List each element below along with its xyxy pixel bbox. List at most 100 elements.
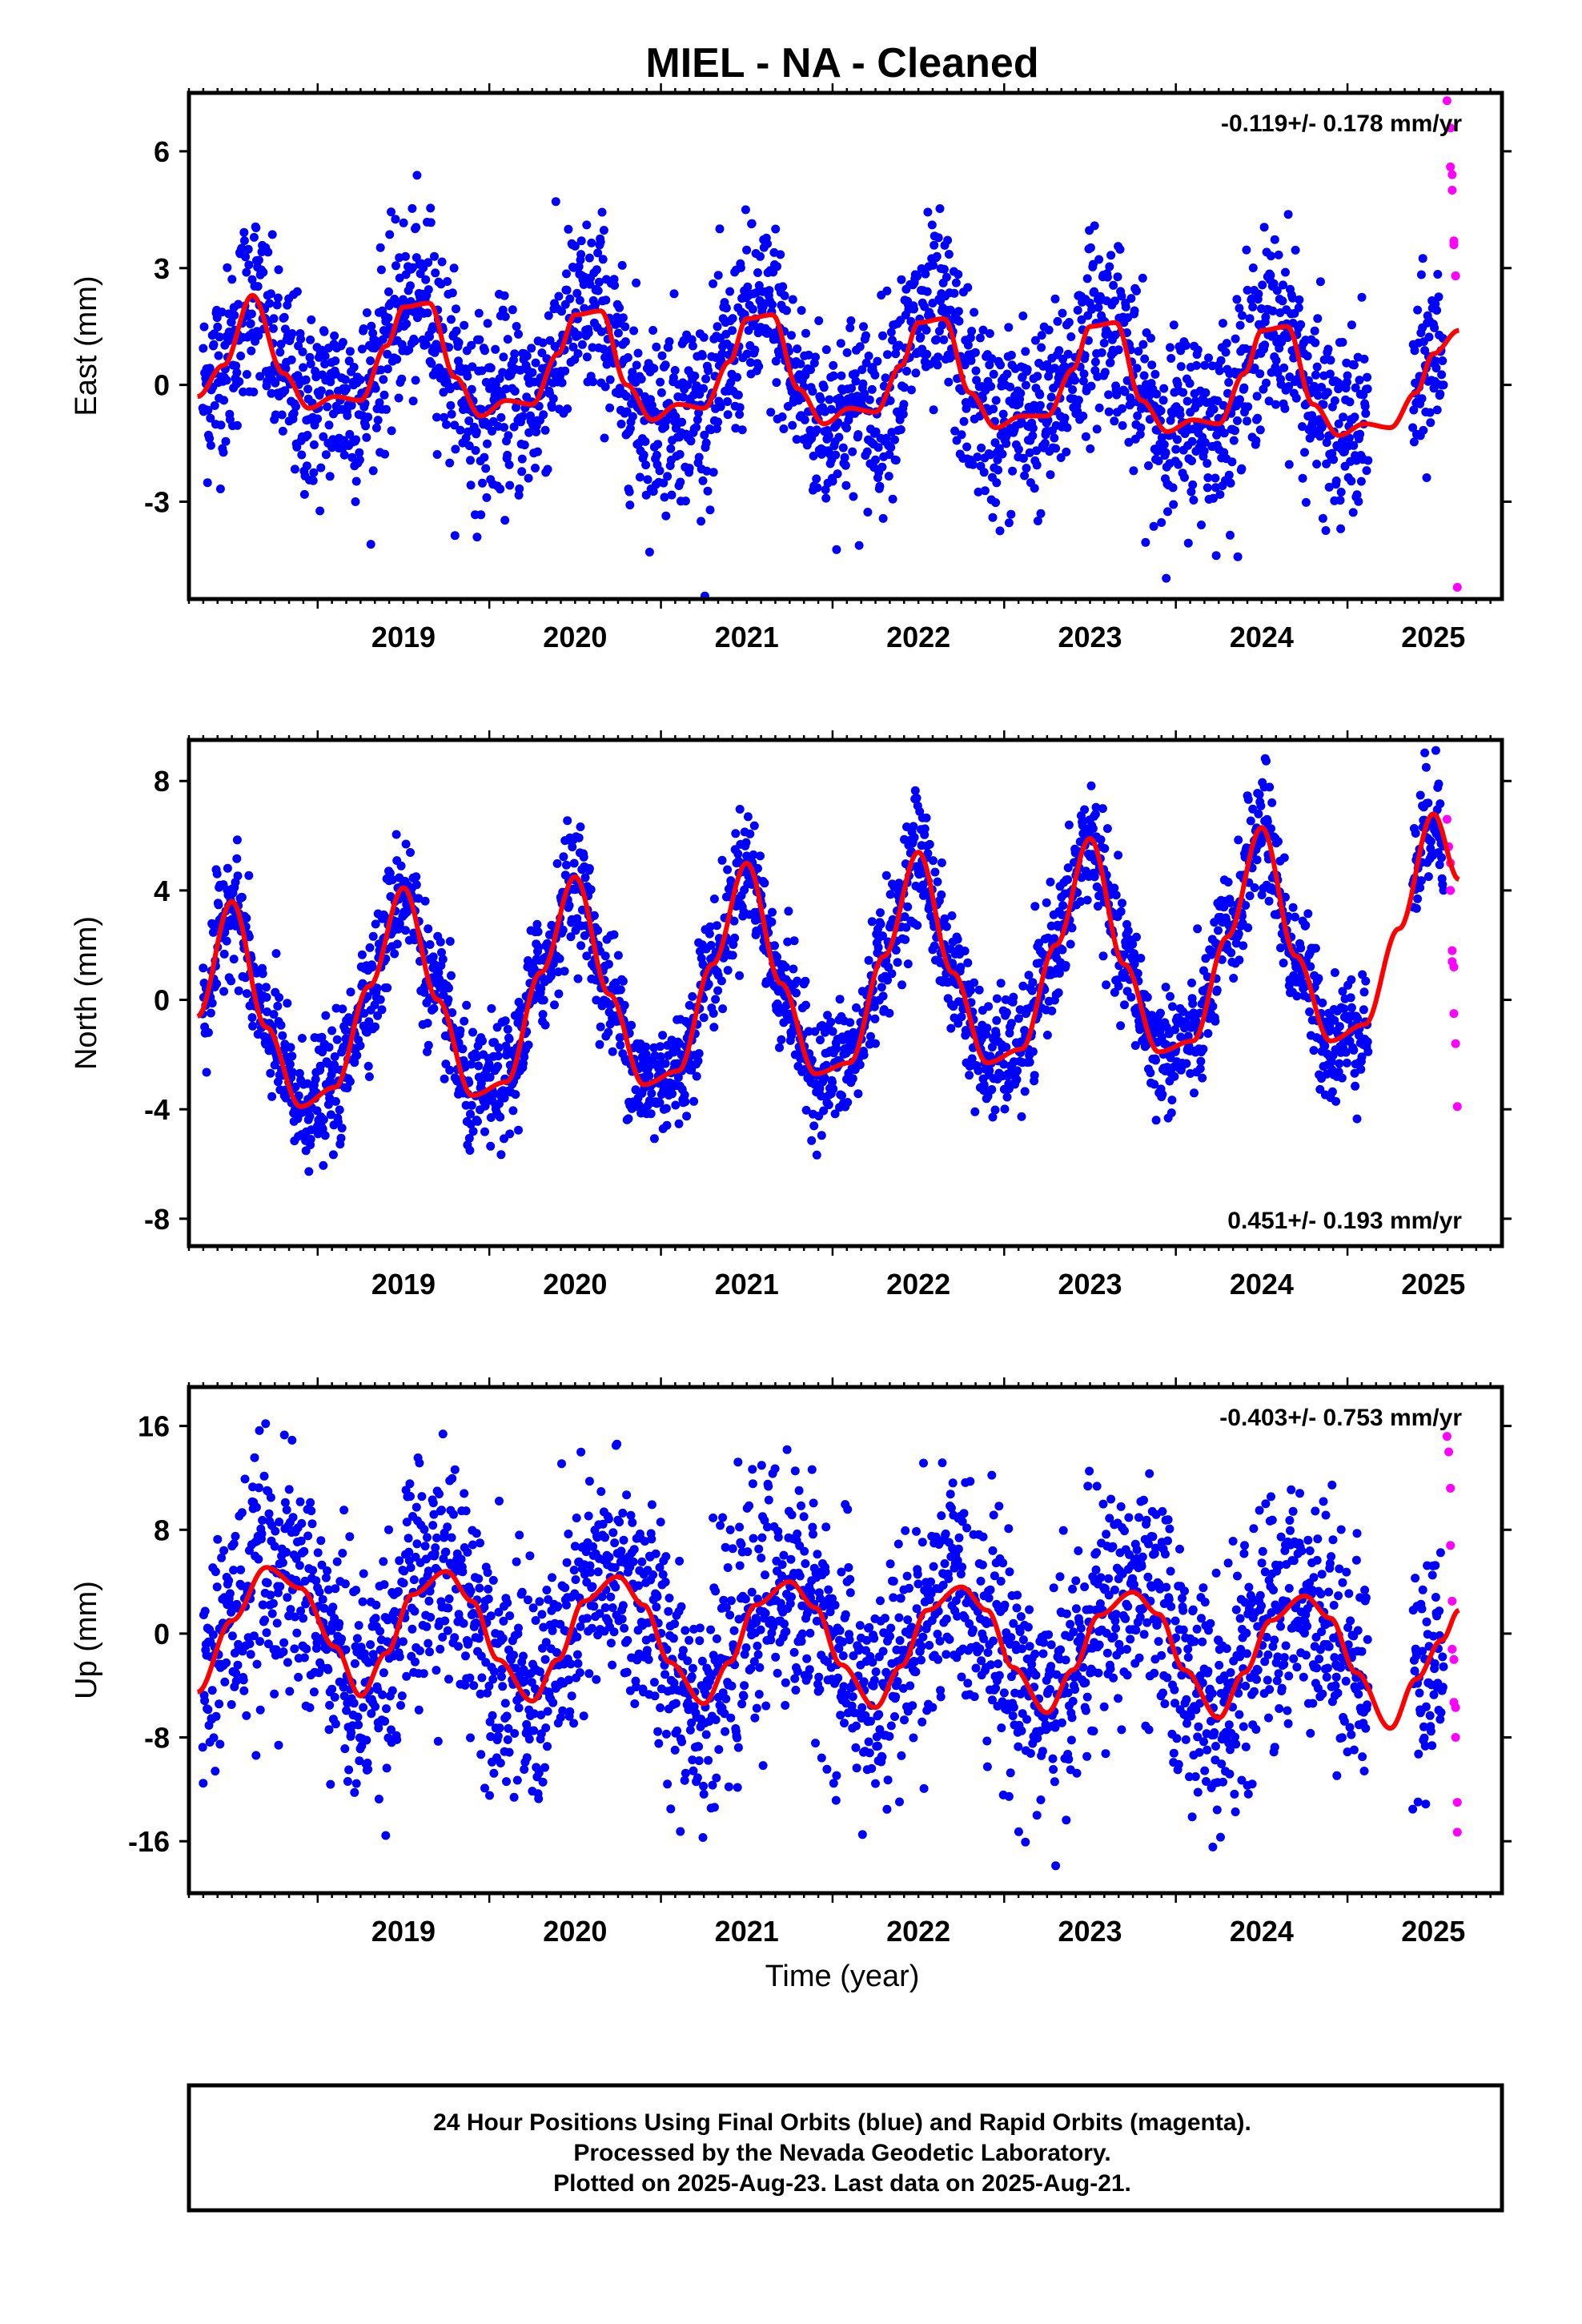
final-point bbox=[1321, 526, 1331, 535]
final-point bbox=[266, 1068, 275, 1078]
final-point bbox=[648, 326, 658, 335]
final-point bbox=[819, 383, 829, 392]
final-point bbox=[456, 1026, 465, 1035]
final-point bbox=[436, 937, 445, 947]
final-point bbox=[1431, 356, 1440, 366]
final-point bbox=[315, 506, 325, 516]
final-point bbox=[468, 1127, 478, 1136]
final-point bbox=[339, 450, 349, 460]
final-point bbox=[319, 327, 329, 336]
rapid-point bbox=[1447, 186, 1457, 195]
final-point bbox=[371, 1022, 380, 1031]
final-point bbox=[206, 440, 215, 450]
final-point bbox=[723, 865, 733, 875]
final-point bbox=[641, 1042, 651, 1051]
final-point bbox=[966, 986, 975, 995]
final-point bbox=[1231, 426, 1239, 436]
final-point bbox=[593, 248, 603, 258]
final-point bbox=[1094, 403, 1104, 412]
final-point bbox=[1336, 524, 1346, 533]
final-point bbox=[1187, 978, 1196, 987]
final-point bbox=[1009, 992, 1018, 1002]
final-point bbox=[1343, 371, 1352, 380]
final-point bbox=[641, 460, 651, 470]
final-point bbox=[1331, 476, 1341, 485]
final-point bbox=[995, 526, 1005, 536]
final-point bbox=[296, 334, 306, 344]
final-point bbox=[539, 410, 548, 420]
final-point bbox=[412, 253, 421, 263]
final-point bbox=[950, 288, 959, 298]
final-point bbox=[391, 299, 401, 308]
final-point bbox=[297, 450, 307, 460]
final-point bbox=[1344, 433, 1354, 443]
final-point bbox=[1243, 285, 1252, 295]
final-point bbox=[428, 952, 438, 962]
final-point bbox=[1008, 466, 1018, 476]
final-point bbox=[600, 951, 610, 961]
final-point bbox=[1061, 961, 1070, 970]
final-point bbox=[316, 386, 326, 396]
final-point bbox=[1130, 306, 1139, 316]
final-point bbox=[1002, 439, 1011, 448]
final-point bbox=[625, 501, 635, 510]
final-point bbox=[269, 1010, 279, 1019]
final-point bbox=[640, 436, 650, 446]
final-point bbox=[1070, 376, 1080, 385]
final-point bbox=[735, 971, 745, 980]
final-point bbox=[784, 907, 793, 916]
final-point bbox=[467, 384, 476, 394]
final-point bbox=[367, 321, 376, 331]
final-point bbox=[384, 287, 393, 296]
final-point bbox=[661, 1059, 670, 1068]
final-point bbox=[913, 271, 922, 281]
final-point bbox=[776, 250, 785, 259]
final-point bbox=[954, 316, 964, 326]
final-point bbox=[1349, 440, 1359, 450]
final-point bbox=[792, 435, 801, 444]
final-point bbox=[1262, 756, 1271, 766]
final-point bbox=[1435, 389, 1445, 399]
chart-title: MIEL - NA - Cleaned bbox=[645, 40, 1038, 86]
final-point bbox=[825, 395, 834, 404]
final-point bbox=[574, 331, 584, 340]
final-point bbox=[327, 1026, 337, 1035]
final-point bbox=[424, 924, 433, 934]
final-point bbox=[484, 1059, 494, 1069]
final-point bbox=[520, 440, 529, 450]
final-point bbox=[1094, 255, 1104, 264]
final-point bbox=[1185, 379, 1195, 388]
final-point bbox=[1080, 805, 1090, 814]
final-point bbox=[1173, 435, 1182, 444]
y-tick-label: 0 bbox=[154, 369, 170, 402]
final-point bbox=[366, 356, 375, 365]
final-point bbox=[1272, 286, 1282, 296]
final-point bbox=[226, 332, 235, 342]
final-point bbox=[1105, 262, 1114, 271]
final-point bbox=[605, 403, 615, 412]
final-point bbox=[323, 402, 332, 412]
final-point bbox=[1006, 509, 1016, 519]
final-point bbox=[853, 1089, 863, 1099]
final-point bbox=[543, 464, 552, 474]
final-point bbox=[939, 335, 949, 344]
final-point bbox=[524, 1040, 533, 1050]
final-point bbox=[1102, 824, 1112, 834]
final-point bbox=[625, 424, 635, 433]
final-point bbox=[709, 468, 718, 477]
final-point bbox=[219, 448, 228, 457]
final-point bbox=[391, 830, 401, 839]
final-point bbox=[1118, 899, 1126, 908]
final-point bbox=[1139, 371, 1149, 380]
final-point bbox=[1099, 338, 1109, 348]
rapid-point bbox=[1442, 96, 1452, 106]
final-point bbox=[1281, 267, 1290, 277]
final-point bbox=[366, 540, 375, 549]
final-point bbox=[1284, 382, 1294, 391]
final-point bbox=[466, 480, 476, 490]
final-point bbox=[515, 484, 524, 493]
final-point bbox=[876, 908, 885, 918]
final-point bbox=[616, 420, 626, 428]
final-point bbox=[1201, 388, 1211, 397]
final-point bbox=[717, 356, 726, 365]
